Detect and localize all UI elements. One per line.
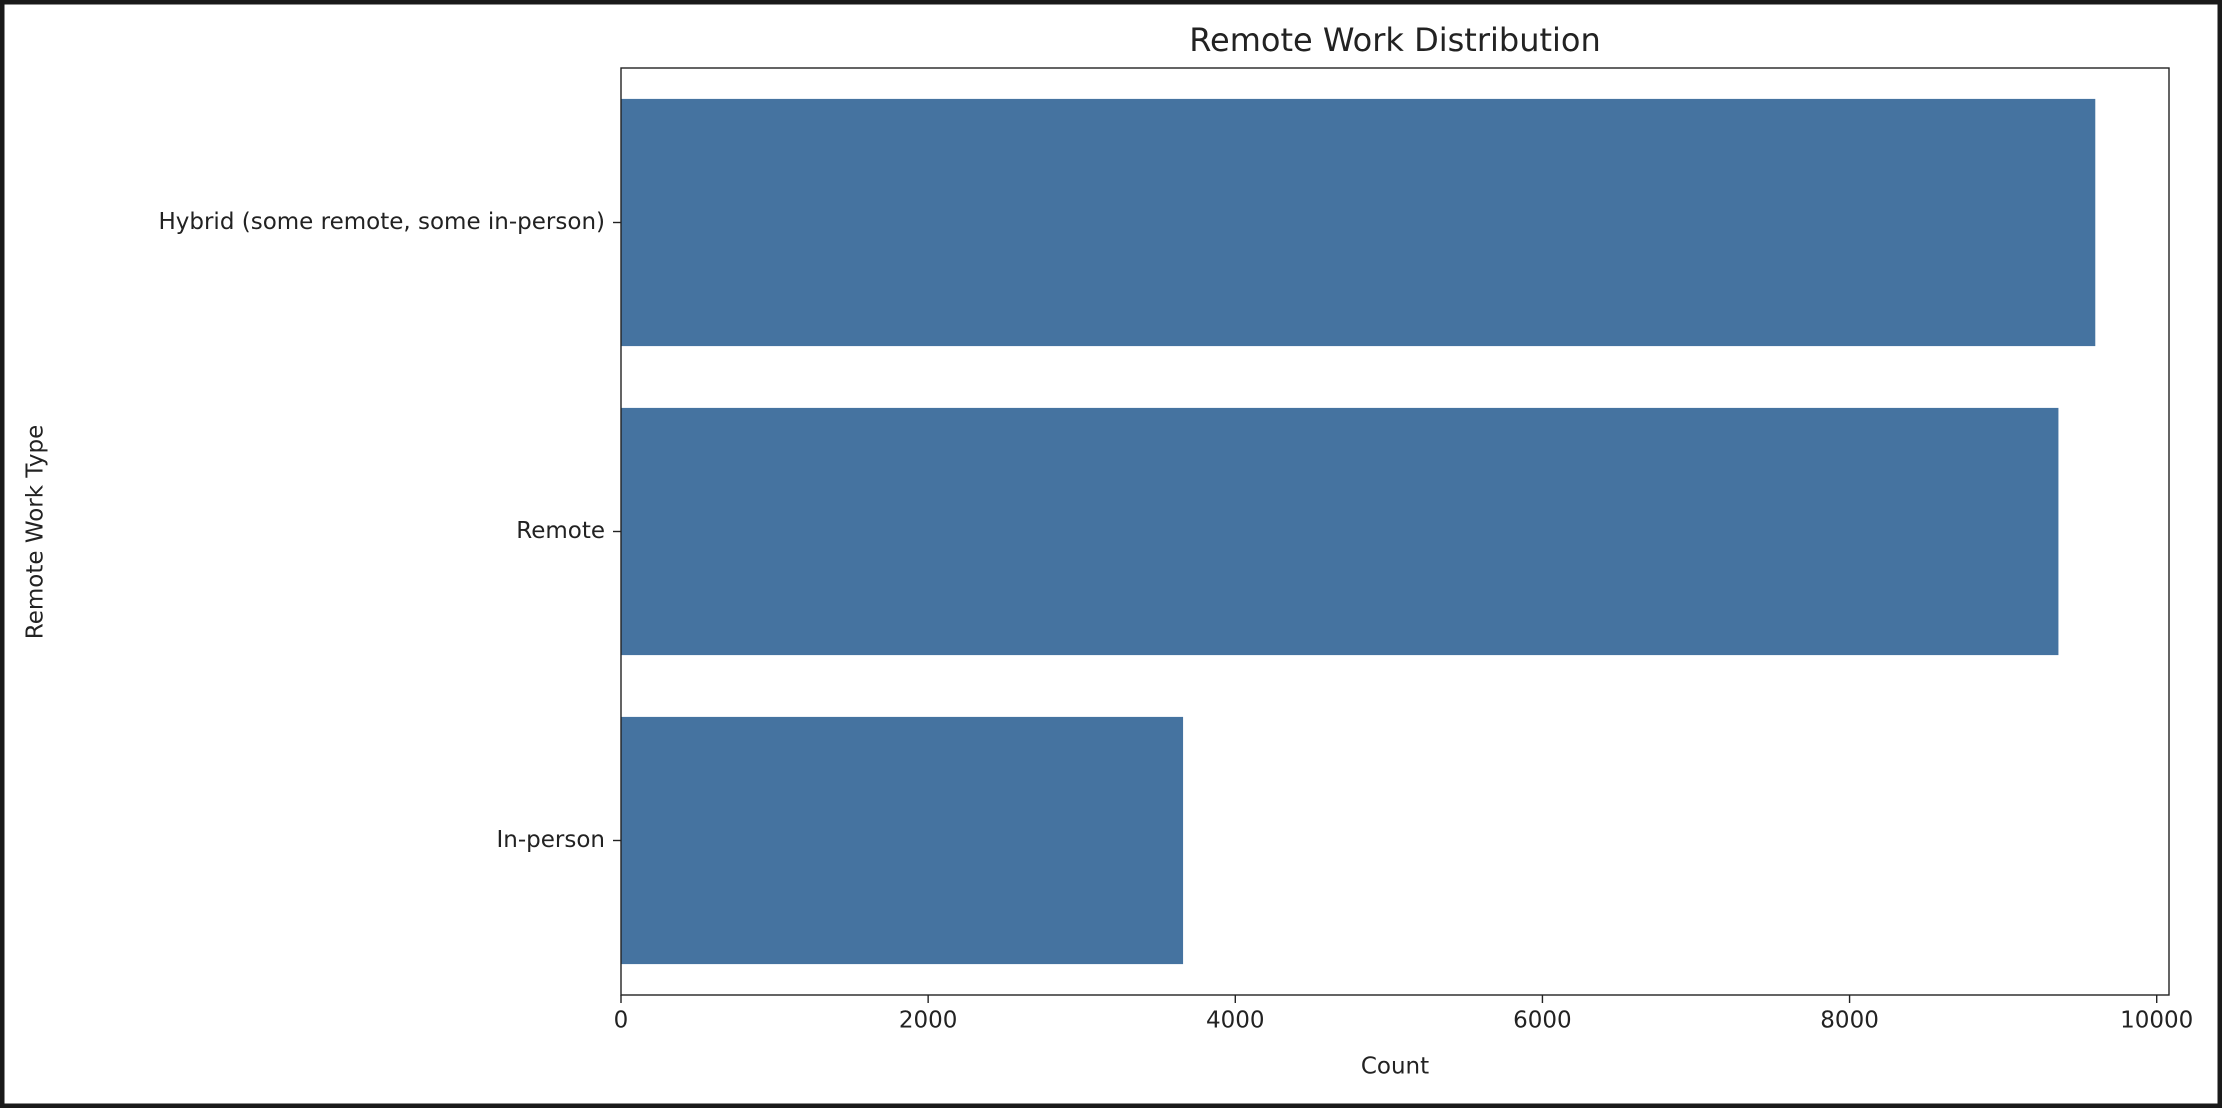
bar	[621, 716, 1184, 965]
x-tick-label: 2000	[899, 1008, 958, 1034]
chart-title: Remote Work Distribution	[1189, 21, 1601, 59]
x-axis-label: Count	[1361, 1054, 1429, 1080]
plot-frame	[620, 67, 2170, 996]
x-tick-label: 10000	[2120, 1008, 2193, 1034]
x-tick-label: 6000	[1513, 1008, 1572, 1034]
y-tick-label: In-person	[497, 827, 606, 853]
bar	[621, 98, 2096, 347]
y-tick-label: Hybrid (some remote, some in-person)	[158, 209, 605, 235]
x-tick-label: 8000	[1820, 1008, 1879, 1034]
bar	[621, 407, 2059, 656]
x-tick-label: 0	[614, 1008, 629, 1034]
y-tick-label: Remote	[516, 518, 605, 544]
y-axis-label: Remote Work Type	[23, 425, 49, 639]
x-tick-label: 4000	[1206, 1008, 1265, 1034]
